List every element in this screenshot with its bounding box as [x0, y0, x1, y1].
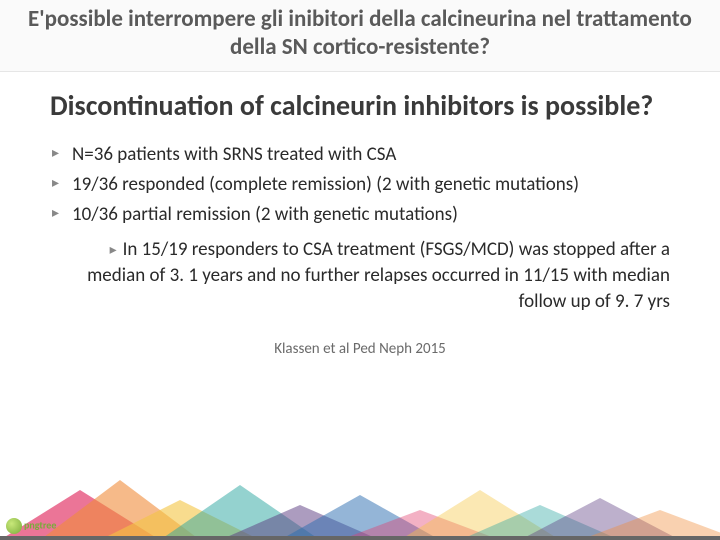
bullet-marker-icon: ▸	[110, 241, 117, 260]
bullet-item: 19/36 responded (complete remission) (2 …	[50, 172, 670, 198]
bullet-item: 10/36 partial remission (2 with genetic …	[50, 202, 670, 228]
pngtree-logo: pngtree	[6, 518, 56, 534]
bullet-item: N=36 patients with SRNS treated with CSA	[50, 142, 670, 168]
page-title: E'possible interrompere gli inibitori de…	[20, 6, 700, 61]
header-bar: E'possible interrompere gli inibitori de…	[0, 0, 720, 72]
sub-bullet-block: ▸In 15/19 responders to CSA treatment (F…	[50, 237, 670, 314]
sub-bullet-item: ▸In 15/19 responders to CSA treatment (F…	[50, 237, 670, 314]
bottom-border	[0, 536, 720, 540]
content-area: Discontinuation of calcineurin inhibitor…	[0, 72, 720, 368]
logo-icon	[6, 518, 22, 534]
subtitle: Discontinuation of calcineurin inhibitor…	[50, 90, 670, 122]
sub-bullet-text: In 15/19 responders to CSA treatment (FS…	[87, 238, 670, 312]
logo-text: pngtree	[24, 518, 56, 531]
bullet-list: N=36 patients with SRNS treated with CSA…	[50, 142, 670, 227]
citation-text: Klassen et al Ped Neph 2015	[50, 340, 670, 358]
background-decoration	[0, 480, 720, 540]
